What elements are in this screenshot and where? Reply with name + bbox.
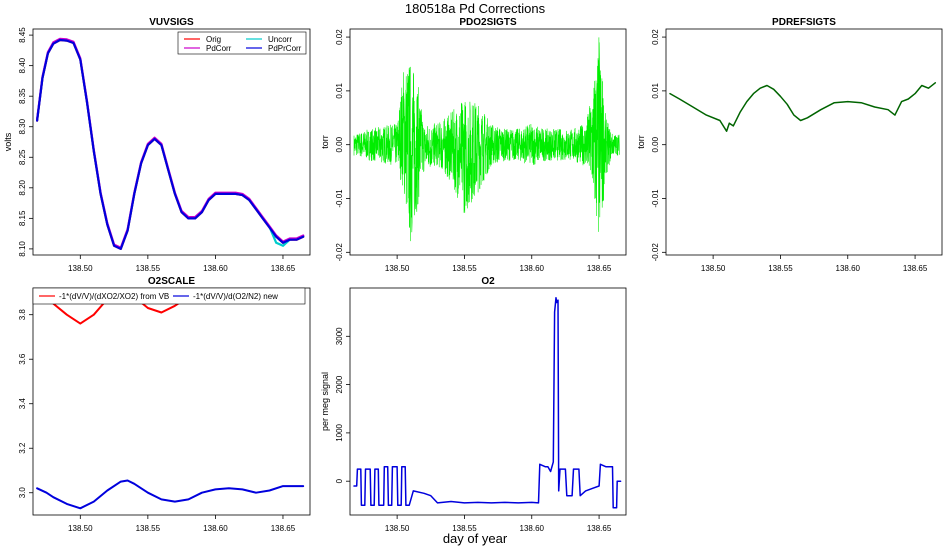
series-line-3 <box>35 37 305 249</box>
x-tick-label: 138.65 <box>271 264 296 273</box>
y-axis-label: torr <box>320 135 330 149</box>
x-tick-label: 138.65 <box>271 524 296 533</box>
series-line-2 <box>36 479 305 510</box>
y-tick-label: -0.02 <box>651 243 660 262</box>
x-tick-label: 138.60 <box>520 264 545 273</box>
series-line-1 <box>353 37 620 242</box>
chart-title: VUVSIGS <box>149 17 194 28</box>
legend-label: -1*(dV/V)/(dXO2/XO2) from VB <box>59 292 169 301</box>
legend: -1*(dV/V)/(dXO2/XO2) from VB -1*(dV/V)/d(… <box>32 287 306 305</box>
x-tick-label: 138.50 <box>68 264 93 273</box>
y-tick-label: 0.01 <box>651 83 660 99</box>
x-tick-label: 138.60 <box>203 264 228 273</box>
x-tick-label: 138.65 <box>587 264 612 273</box>
figure-title: 180518a Pd Corrections <box>404 1 546 16</box>
x-tick-label: 138.65 <box>587 524 612 533</box>
panel-vuvsigs: VUVSIGS 138.50 138.55 138.60 138.65 8.10 8.15 8… <box>3 17 311 273</box>
legend-box <box>177 31 307 55</box>
y-tick-label: 3.0 <box>18 487 27 499</box>
plot-frame <box>349 287 627 516</box>
series-group <box>353 296 622 509</box>
x-tick-label: 138.55 <box>452 524 477 533</box>
chart-title: O2 <box>481 276 495 287</box>
legend-label: -1*(dV/V)/d(O2/N2) new <box>193 292 278 301</box>
legend-box <box>32 287 306 305</box>
panel-pdo2sigts: PDO2SIGTS 138.50 138.55 138.60 138.65 -0.02 -0… <box>320 17 627 273</box>
plot-frame <box>32 28 311 256</box>
legend-label: PdPrCorr <box>268 44 302 53</box>
series-group <box>36 288 305 510</box>
series-group <box>35 37 305 250</box>
y-axis-label: per meg signal <box>320 372 330 431</box>
x-tick-label: 138.50 <box>385 264 410 273</box>
series-line-4 <box>35 38 305 250</box>
y-axis-label: torr <box>636 135 646 149</box>
legend-label: Orig <box>206 35 221 44</box>
x-tick-label: 138.55 <box>136 264 161 273</box>
series-group <box>353 37 620 242</box>
y-tick-label: 8.30 <box>18 118 27 134</box>
y-tick-label: 0.01 <box>335 83 344 99</box>
y-tick-label: 0.02 <box>651 29 660 45</box>
x-tick-label: 138.55 <box>136 524 161 533</box>
plot-frame <box>665 28 943 256</box>
y-tick-label: 8.45 <box>18 27 27 43</box>
plot-frame <box>349 28 627 256</box>
y-tick-label: 0.00 <box>335 136 344 152</box>
plot-frame <box>32 287 311 516</box>
x-tick-label: 138.50 <box>68 524 93 533</box>
x-tick-label: 138.55 <box>452 264 477 273</box>
y-tick-label: 1000 <box>335 423 344 441</box>
y-tick-label: 3.6 <box>18 353 27 365</box>
chart-title: PDREFSIGTS <box>772 17 836 28</box>
x-tick-label: 138.60 <box>520 524 545 533</box>
y-tick-label: 3.4 <box>18 398 27 410</box>
x-tick-label: 138.50 <box>385 524 410 533</box>
figure-x-axis-label: day of year <box>442 531 508 546</box>
series-line-1 <box>669 82 937 132</box>
y-tick-label: 8.35 <box>18 88 27 104</box>
y-tick-label: 3.2 <box>18 442 27 454</box>
y-tick-label: 8.10 <box>18 241 27 257</box>
x-tick-label: 138.50 <box>701 264 726 273</box>
y-tick-label: 8.40 <box>18 57 27 73</box>
y-axis-label: volts <box>3 132 13 151</box>
y-tick-label: 2000 <box>335 375 344 393</box>
x-tick-label: 138.55 <box>768 264 793 273</box>
y-tick-label: 0.00 <box>651 136 660 152</box>
chart-title: PDO2SIGTS <box>459 17 517 28</box>
x-tick-label: 138.60 <box>203 524 228 533</box>
x-tick-label: 138.65 <box>903 264 928 273</box>
y-tick-label: 0 <box>335 478 344 483</box>
panel-o2: O2 138.50 138.55 138.60 138.65 0 1000 2000 3000 p… <box>320 276 627 533</box>
y-tick-label: 8.20 <box>18 179 27 195</box>
y-tick-label: 8.25 <box>18 149 27 165</box>
chart-title: O2SCALE <box>148 276 196 287</box>
y-tick-label: 0.02 <box>335 29 344 45</box>
x-tick-label: 138.60 <box>836 264 861 273</box>
y-tick-label: -0.01 <box>651 189 660 208</box>
legend: Orig Uncorr PdCorr PdPrCorr <box>177 31 307 55</box>
y-tick-label: 3.8 <box>18 309 27 321</box>
y-tick-label: 8.15 <box>18 210 27 226</box>
y-tick-label: 3000 <box>335 327 344 345</box>
series-group <box>669 82 937 132</box>
legend-label: Uncorr <box>268 35 292 44</box>
legend-label: PdCorr <box>206 44 232 53</box>
series-line-1 <box>353 296 622 509</box>
y-tick-label: -0.01 <box>335 189 344 208</box>
panel-o2scale: O2SCALE 138.50 138.55 138.60 138.65 3.0 3.2 3.4… <box>18 276 311 533</box>
panel-pdrefsigts: PDREFSIGTS 138.50 138.55 138.60 138.65 -0.02 -… <box>636 17 943 273</box>
y-tick-label: -0.02 <box>335 243 344 262</box>
